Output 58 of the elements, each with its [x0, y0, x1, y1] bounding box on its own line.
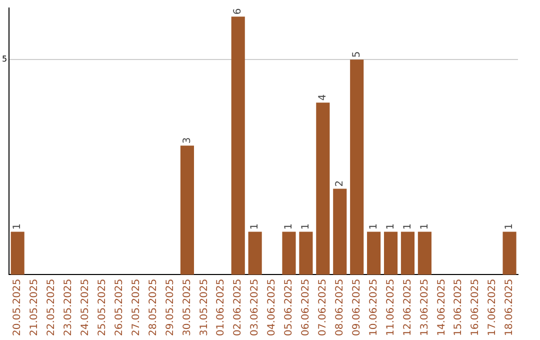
data-label: 1 [385, 223, 396, 230]
bar [248, 232, 262, 275]
data-label: 5 [351, 51, 362, 58]
x-tick-label: 15.06.2025 [453, 278, 464, 336]
x-tick-label: 01.06.2025 [216, 278, 227, 336]
data-label: 1 [402, 223, 414, 230]
data-label: 1 [368, 223, 380, 230]
x-tick-label: 04.06.2025 [266, 278, 278, 336]
x-tick-label: 21.05.2025 [29, 278, 40, 336]
x-tick-label: 23.05.2025 [63, 278, 74, 336]
x-tick-label: 12.06.2025 [402, 278, 414, 336]
bar [180, 146, 194, 275]
x-tick-label: 02.06.2025 [232, 278, 244, 336]
x-tick-label: 05.06.2025 [284, 278, 295, 336]
x-tick-label: 26.05.2025 [114, 278, 125, 336]
x-tick-label: 09.06.2025 [351, 278, 362, 336]
bar [400, 232, 415, 275]
bar [333, 188, 347, 275]
bar [231, 16, 245, 275]
data-label: 6 [232, 8, 244, 15]
bar [418, 232, 432, 275]
data-label: 2 [334, 180, 346, 187]
x-tick-label: 11.06.2025 [385, 278, 396, 336]
x-tick-label: 22.05.2025 [46, 278, 58, 336]
x-tick-label: 08.06.2025 [334, 278, 346, 336]
bar [367, 232, 381, 275]
x-tick-label: 14.06.2025 [436, 278, 448, 336]
bar [10, 232, 24, 275]
x-tick-label: 27.05.2025 [130, 278, 142, 336]
x-tick-label: 24.05.2025 [80, 278, 92, 336]
x-tick-label: 03.06.2025 [250, 278, 261, 336]
x-tick-label: 10.06.2025 [368, 278, 380, 336]
bar [350, 60, 364, 275]
data-label: 1 [250, 223, 261, 230]
data-label: 1 [12, 223, 24, 230]
x-tick-label: 30.05.2025 [182, 278, 193, 336]
x-tick-label: 20.05.2025 [12, 278, 24, 336]
data-label: 1 [504, 223, 516, 230]
x-tick-label: 18.06.2025 [504, 278, 516, 336]
bar [316, 102, 330, 275]
x-tick-label: 31.05.2025 [198, 278, 210, 336]
bar [502, 232, 516, 275]
x-tick-label: 28.05.2025 [148, 278, 159, 336]
x-tick-label: 25.05.2025 [96, 278, 108, 336]
data-label: 1 [300, 223, 312, 230]
bar [282, 232, 296, 275]
x-tick-label: 16.06.2025 [470, 278, 482, 336]
x-tick-label: 29.05.2025 [164, 278, 176, 336]
data-label: 4 [318, 94, 329, 101]
x-tick-label: 13.06.2025 [419, 278, 430, 336]
x-tick-label: 06.06.2025 [300, 278, 312, 336]
bar [384, 232, 398, 275]
data-label: 1 [284, 223, 295, 230]
x-tick-label: 07.06.2025 [318, 278, 329, 336]
data-label: 1 [419, 223, 430, 230]
x-tick-label: 17.06.2025 [487, 278, 498, 336]
bar [299, 232, 313, 275]
data-label: 3 [182, 137, 193, 144]
